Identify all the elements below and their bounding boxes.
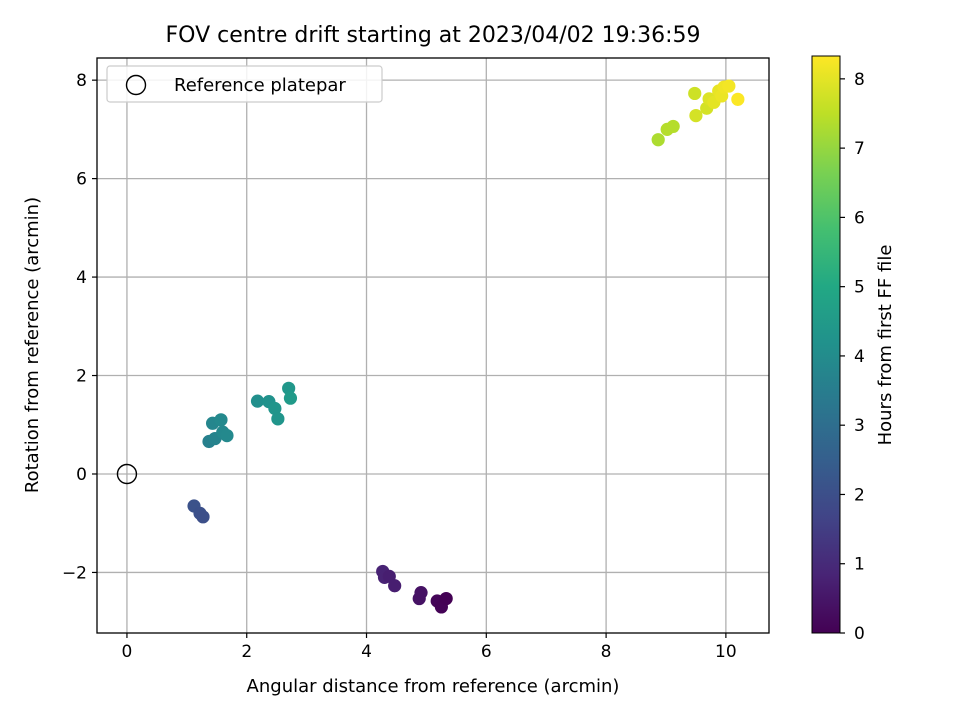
chart-title: FOV centre drift starting at 2023/04/02 …	[166, 23, 701, 48]
y-tick-label: 8	[76, 71, 87, 91]
data-point	[722, 79, 736, 93]
x-tick-label: 4	[361, 642, 372, 662]
data-point	[220, 428, 234, 443]
reference-marker	[116, 463, 138, 485]
data-point	[271, 412, 285, 426]
data-point	[414, 586, 428, 600]
colorbar-tick-label: 7	[854, 139, 865, 159]
data-point	[282, 381, 296, 395]
data-point	[283, 391, 298, 405]
colorbar	[811, 55, 841, 634]
colorbar-tick-label: 5	[854, 278, 865, 298]
data-points	[187, 79, 745, 614]
x-tick-label: 2	[241, 642, 252, 662]
y-tick-label: 0	[76, 465, 87, 485]
colorbar-tick-label: 4	[854, 347, 865, 367]
colorbar-tick-label: 0	[854, 624, 865, 644]
y-tick-label: 4	[76, 268, 87, 288]
x-tick-label: 10	[715, 642, 737, 662]
data-point	[250, 394, 265, 408]
x-axis-ticks: 0 2 4 6 8 10	[122, 633, 737, 662]
colorbar-tick-label: 8	[854, 70, 865, 90]
data-point	[214, 413, 228, 427]
data-point	[689, 108, 703, 123]
data-point	[651, 133, 665, 147]
legend: Reference platepar	[106, 65, 383, 103]
legend-box	[106, 65, 383, 103]
plot-frame	[96, 57, 770, 634]
colorbar-tick-label: 6	[854, 208, 865, 228]
y-axis-label: Rotation from reference (arcmin)	[22, 197, 43, 493]
y-tick-label: 2	[76, 367, 87, 387]
x-tick-label: 0	[122, 642, 133, 662]
colorbar-tick-label: 3	[854, 416, 865, 436]
data-point	[388, 579, 402, 593]
data-point	[731, 92, 745, 106]
colorbar-tick-label: 2	[854, 485, 865, 505]
x-axis-label: Angular distance from reference (arcmin)	[247, 676, 620, 697]
data-point	[196, 510, 210, 524]
colorbar-ticks: 0 1 2 3 4 5 6 7 8	[840, 70, 865, 644]
colorbar-label: Hours from first FF file	[875, 245, 896, 446]
y-axis-ticks: −2 0 2 4 6 8	[62, 71, 97, 583]
data-point	[666, 119, 680, 134]
legend-marker	[125, 74, 147, 96]
grid-lines	[97, 58, 769, 633]
legend-label: Reference platepar	[174, 75, 346, 96]
x-tick-label: 8	[601, 642, 612, 662]
reference-point	[116, 463, 138, 485]
colorbar-tick-label: 1	[854, 555, 865, 575]
y-tick-label: −2	[62, 563, 87, 583]
x-tick-label: 6	[481, 642, 492, 662]
y-tick-label: 6	[76, 170, 87, 190]
data-point	[439, 591, 453, 606]
data-point	[688, 86, 702, 101]
data-point	[268, 401, 282, 416]
